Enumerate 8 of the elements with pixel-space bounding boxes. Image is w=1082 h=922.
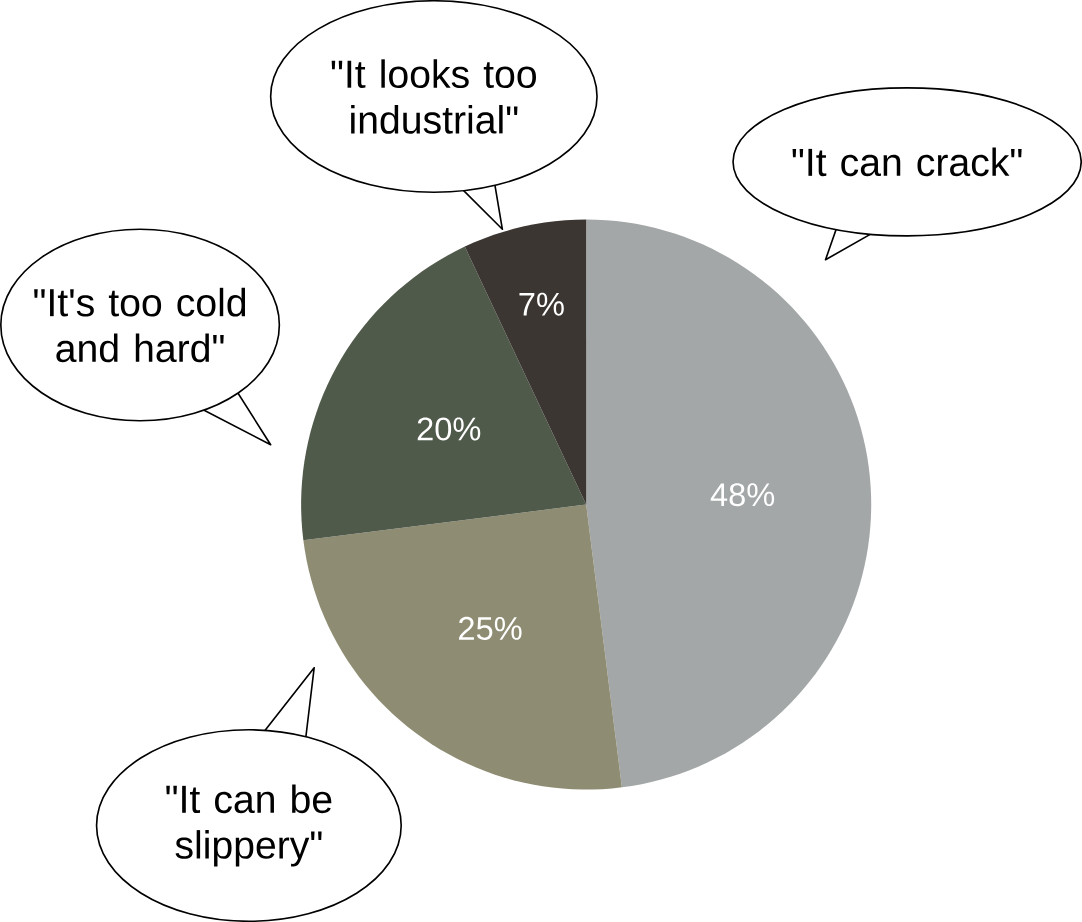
slice-label: "It looks too industrial" [331,59,536,134]
data-label: 7% [519,292,564,316]
data-label: 48% [710,483,775,507]
data-label: 25% [459,616,522,640]
slice-label: "It's too cold and hard" [34,287,246,363]
slice-label: "It can crack" [792,147,1022,177]
slice-label: "It can be slippery" [166,784,332,867]
data-label: 20% [417,417,481,441]
